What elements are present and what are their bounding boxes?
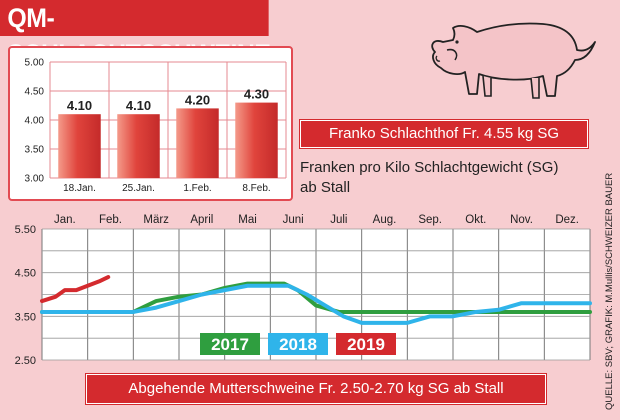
month-label: April [190, 214, 213, 226]
yearly-price-line-chart: 5.50 4.50 3.50 2.50 Jan. Feb. März April Mai Juni… [15, 214, 592, 367]
bar [58, 114, 101, 178]
bar-y-tick-label: 4.50 [25, 87, 45, 98]
bar-category-label: 18.Jan. [63, 183, 96, 194]
line-y-tick-label: 4.50 [15, 268, 36, 280]
month-label: März [143, 214, 169, 226]
month-label: Juli [330, 214, 347, 226]
bar-value-label: 4.10 [126, 98, 151, 113]
bar-y-tick-label: 4.00 [25, 116, 45, 127]
month-label: Okt. [465, 214, 486, 226]
bar-chart-panel: 5.00 4.50 4.00 3.50 3.00 4.10 18.Jan. 4.10 25.J… [8, 46, 293, 201]
series-line-2017 [40, 281, 592, 314]
legend-label-2018: 2018 [279, 335, 317, 354]
subtitle-line-1: Franken pro Kilo Schlachtgewicht (SG) [300, 159, 559, 176]
legend-swatch-2018 [268, 333, 328, 355]
month-label: Nov. [510, 214, 533, 226]
legend-swatch-2017 [200, 333, 260, 355]
legend-label-2017: 2017 [211, 335, 249, 354]
month-label: Sep. [418, 214, 442, 226]
page-title: QM-SCHLACHTSCHWEINE [0, 0, 271, 69]
bar-y-tick-label: 5.00 [25, 58, 45, 69]
month-label: Jan. [54, 214, 76, 226]
legend-swatch-2019 [336, 333, 396, 355]
bar [117, 114, 160, 178]
bar-category-label: 1.Feb. [183, 183, 211, 194]
franko-price-label: Franko Schlachthof Fr. 4.55 kg SG [300, 120, 588, 148]
line-y-tick-label: 5.50 [15, 224, 36, 236]
bar [176, 108, 219, 178]
month-label: Dez. [555, 214, 579, 226]
month-label: Mai [238, 214, 257, 226]
series-line-2018 [40, 283, 592, 325]
bar [235, 102, 278, 178]
line-y-tick-label: 2.50 [15, 355, 36, 367]
month-label: Aug. [373, 214, 397, 226]
bar-category-label: 25.Jan. [122, 183, 155, 194]
bar-y-tick-label: 3.50 [25, 145, 45, 156]
source-credit: QUELLE: SBV; GRAFIK: M.Mullis/SCHWEIZER … [604, 172, 615, 410]
month-label: Juni [283, 214, 304, 226]
bar-value-label: 4.10 [67, 98, 92, 113]
subtitle-line-2: ab Stall [300, 179, 351, 196]
bar-category-label: 8.Feb. [242, 183, 270, 194]
series-line-2019 [40, 275, 111, 304]
unit-subtitle: Franken pro Kilo Schlachtgewicht (SG) ab… [300, 158, 600, 198]
bar-value-label: 4.20 [185, 92, 210, 107]
bar-y-tick-label: 3.00 [25, 174, 45, 185]
weekly-price-bar-chart: 5.00 4.50 4.00 3.50 3.00 4.10 18.Jan. 4.10 25.J… [25, 58, 287, 194]
mother-sow-price-label: Abgehende Mutterschweine Fr. 2.50-2.70 k… [86, 374, 546, 404]
legend-label-2019: 2019 [347, 335, 385, 354]
bar-value-label: 4.30 [244, 87, 269, 102]
line-y-tick-label: 3.50 [15, 311, 36, 323]
pig-illustration [431, 22, 596, 99]
month-label: Feb. [99, 214, 122, 226]
